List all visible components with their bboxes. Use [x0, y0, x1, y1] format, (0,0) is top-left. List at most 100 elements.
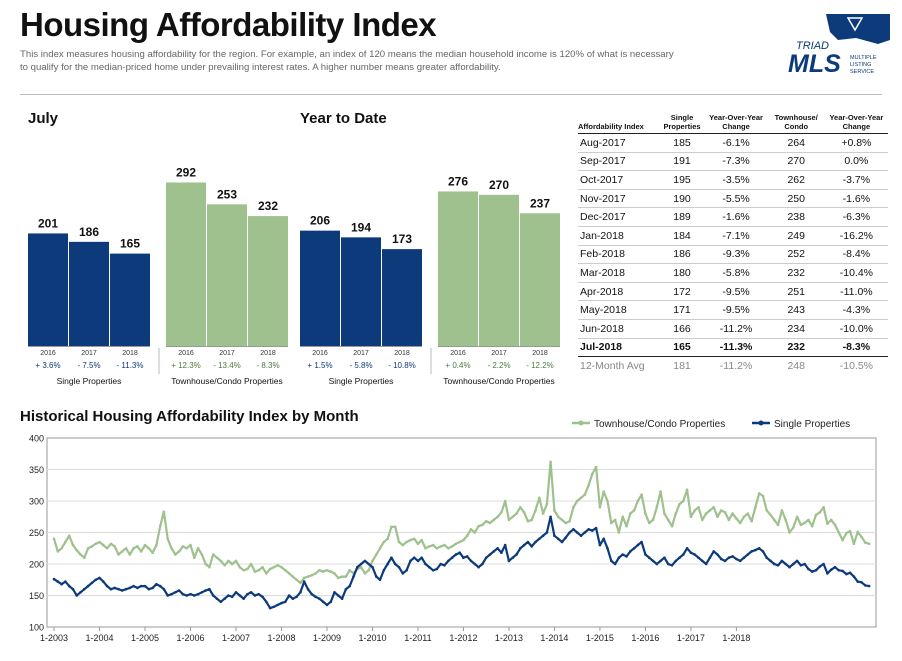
col-header-single: Single Properties	[659, 113, 705, 134]
series-0-point	[629, 512, 632, 515]
ytd-year-1-2: 2018	[532, 350, 548, 357]
series-0-point	[541, 512, 545, 515]
series-1-point	[424, 562, 427, 566]
series-0-point	[253, 570, 257, 573]
table-row: Dec-2017 189 -1.6% 238 -6.3%	[578, 207, 888, 227]
series-1-point	[647, 556, 651, 559]
series-0-point	[359, 565, 363, 569]
table-cell: -11.0%	[824, 282, 888, 302]
series-0-point	[325, 569, 329, 572]
series-0-point	[98, 540, 101, 544]
series-0-point	[553, 509, 556, 512]
series-0-point	[610, 521, 613, 525]
series-1-point	[367, 562, 371, 566]
triad-mls-logo: TRIAD MLS MULTIPLE LISTING SERVICE	[788, 14, 890, 78]
series-0-point	[109, 542, 113, 546]
table-cell: 171	[659, 300, 705, 320]
series-1-point	[822, 562, 825, 566]
series-0-point	[189, 543, 192, 547]
series-1-point	[507, 559, 511, 563]
table-cell: -9.3%	[704, 245, 768, 265]
table-cell: Feb-2018	[578, 245, 660, 265]
july-bar-0-0	[28, 233, 68, 346]
series-0-point	[105, 547, 109, 550]
series-1-point	[462, 556, 465, 559]
table-cell: 189	[659, 207, 705, 227]
series-0-point	[848, 529, 852, 533]
series-1-point	[352, 575, 355, 578]
table-cell: Jun-2018	[578, 319, 660, 339]
legend-single-label: Single Properties	[774, 419, 850, 430]
series-0-point	[602, 490, 605, 493]
series-1-point	[515, 553, 518, 556]
series-1-point	[488, 553, 492, 556]
series-1-point	[329, 600, 333, 604]
series-1-point	[860, 581, 863, 584]
series-0-point	[60, 547, 63, 550]
ytd-bar-label-1-0: 276	[448, 174, 468, 188]
series-1-point	[439, 562, 443, 566]
july-group-label-0: Single Properties	[57, 376, 122, 386]
series-1-point	[666, 562, 670, 566]
ytd-change-1-1: - 2.2%	[487, 361, 510, 370]
series-1-point	[591, 529, 594, 532]
x-tick-label-4: 1-2007	[222, 633, 250, 643]
series-1-point	[128, 586, 132, 590]
series-1-point	[60, 582, 63, 586]
series-0-point	[742, 515, 746, 519]
series-1-point	[98, 576, 101, 580]
table-cell: -8.3%	[824, 338, 888, 358]
series-0-point	[291, 575, 295, 578]
series-0-point	[147, 547, 151, 550]
table-cell: -10.5%	[839, 359, 874, 372]
logo-line2: MLS	[788, 50, 841, 78]
series-1-point	[401, 572, 405, 575]
series-0-point	[321, 570, 325, 573]
series-1-point	[363, 559, 367, 563]
table-cell: 251	[767, 282, 825, 302]
ytd-change-0-0: + 1.5%	[307, 361, 332, 370]
series-1-point	[223, 597, 226, 600]
ytd-year-0-1: 2017	[353, 350, 369, 357]
series-0-point	[712, 506, 715, 509]
series-1-point	[587, 528, 590, 531]
series-0-point	[704, 512, 708, 515]
series-0-point	[120, 550, 124, 553]
ytd-year-1-0: 2016	[450, 350, 466, 357]
july-year-0-2: 2018	[122, 350, 138, 357]
series-0-point	[447, 547, 450, 550]
july-change-1-2: - 8.3%	[256, 361, 279, 370]
ytd-bar-chart: 206 2016 + 1.5% 194 2017 - 5.8% 173 2018 - 10.8%…	[300, 174, 560, 386]
series-1-point	[109, 587, 113, 591]
ytd-bar-label-0-0: 206	[310, 214, 330, 228]
series-1-point	[852, 575, 856, 578]
series-1-point	[196, 592, 200, 596]
series-1-point	[818, 565, 822, 568]
series-0-point	[488, 521, 492, 525]
series-1-point	[481, 562, 484, 566]
series-1-point	[272, 605, 276, 609]
series-1-point	[750, 550, 753, 553]
x-tick-label-11: 1-2014	[540, 633, 568, 643]
series-1-point	[712, 550, 715, 553]
ytd-bar-1-1	[479, 194, 519, 346]
table-cell: 238	[767, 207, 825, 227]
series-0-point	[591, 472, 594, 476]
col-header-month: Affordability Index	[578, 113, 660, 134]
series-0-point	[723, 511, 727, 514]
series-1-point	[204, 589, 207, 592]
series-0-point	[367, 569, 371, 572]
series-0-point	[158, 524, 162, 528]
table-cell: 250	[767, 189, 825, 209]
series-0-point	[522, 511, 526, 514]
series-0-point	[90, 545, 94, 548]
y-tick-label-0: 100	[29, 623, 44, 633]
series-0-point	[102, 543, 105, 547]
table-cell: -11.2%	[719, 359, 753, 372]
series-0-point	[75, 548, 78, 552]
series-1-point	[215, 597, 219, 600]
legend-townhouse-label: Townhouse/Condo Properties	[594, 419, 725, 430]
series-1-point	[553, 534, 556, 537]
series-1-point	[814, 569, 818, 572]
series-1-point	[162, 587, 166, 591]
